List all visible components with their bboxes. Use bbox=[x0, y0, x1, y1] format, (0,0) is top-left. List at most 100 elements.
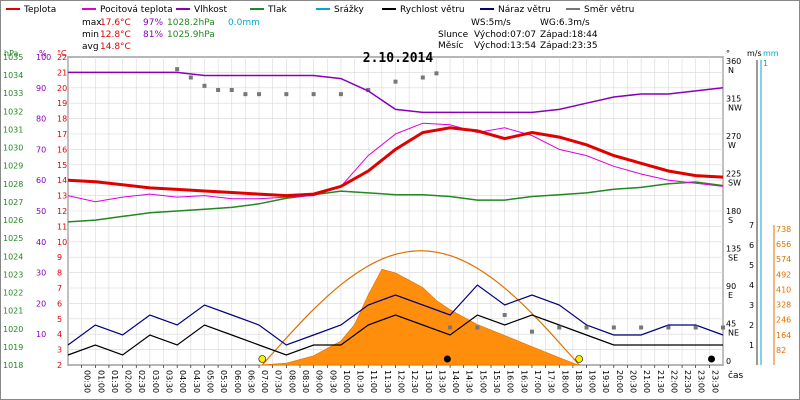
wind-direction-point bbox=[188, 75, 193, 80]
series-wind-gust bbox=[67, 284, 724, 346]
solar-tick: 328 bbox=[776, 301, 791, 310]
stats-pressure: 1028.2hPa bbox=[167, 18, 215, 28]
wind-tick: 1 bbox=[749, 341, 754, 350]
time-tick: 22:30 bbox=[683, 370, 692, 393]
time-tick: 09:30 bbox=[328, 370, 337, 393]
time-tick: 16:00 bbox=[506, 370, 515, 393]
wind-direction-point bbox=[434, 71, 439, 76]
time-tick: 08:30 bbox=[301, 370, 310, 393]
wind-direction-point bbox=[216, 88, 221, 92]
moon-label: Měsíc bbox=[438, 41, 463, 51]
time-tick: 20:30 bbox=[628, 370, 637, 393]
stats-label: max bbox=[82, 18, 102, 28]
temperature-tick: 10 bbox=[57, 238, 67, 247]
temperature-tick: 16 bbox=[57, 145, 67, 154]
pressure-tick: 1029 bbox=[3, 162, 23, 171]
time-tick: 20:00 bbox=[615, 370, 624, 393]
solar-tick: 492 bbox=[776, 270, 791, 279]
pressure-tick: 1034 bbox=[3, 71, 23, 80]
pressure-tick: 1028 bbox=[3, 180, 23, 189]
temperature-tick: 2 bbox=[57, 361, 62, 370]
sun-label: Slunce bbox=[438, 30, 469, 40]
legend-label: Pocitová teplota bbox=[100, 5, 173, 15]
temperature-tick: 3 bbox=[57, 346, 62, 355]
sunrise-marker bbox=[258, 355, 267, 363]
time-tick: 05:00 bbox=[205, 370, 214, 393]
pressure-tick: 1019 bbox=[3, 343, 23, 352]
time-tick: 02:30 bbox=[137, 370, 146, 393]
direction-label: E bbox=[728, 291, 733, 300]
time-tick: 11:30 bbox=[383, 370, 392, 393]
time-tick: 01:00 bbox=[96, 370, 105, 393]
wind-direction-point bbox=[366, 88, 371, 92]
time-tick: 23:00 bbox=[697, 370, 706, 393]
time-tick: 22:00 bbox=[669, 370, 678, 393]
stats-rain: 0.0mm bbox=[228, 18, 260, 28]
time-tick: 00:30 bbox=[83, 370, 92, 393]
pressure-tick: 1033 bbox=[3, 89, 23, 98]
time-tick: 03:00 bbox=[151, 370, 160, 393]
wind-direction-point bbox=[420, 75, 425, 80]
direction-label: W bbox=[728, 141, 736, 150]
humidity-tick: 90 bbox=[36, 84, 46, 93]
time-tick: 18:00 bbox=[560, 370, 569, 393]
stats-humidity: 81% bbox=[143, 30, 163, 40]
temperature-tick: 18 bbox=[57, 115, 67, 124]
humidity-tick: 50 bbox=[36, 207, 46, 216]
humidity-tick: 40 bbox=[36, 238, 46, 247]
legend-label: Směr větru bbox=[584, 5, 634, 15]
direction-tick: 270 bbox=[726, 132, 741, 141]
temperature-tick: 8 bbox=[57, 269, 62, 278]
series-solar-radiation bbox=[258, 268, 579, 366]
wind-direction-point bbox=[529, 329, 534, 334]
direction-label: N bbox=[728, 66, 734, 75]
pressure-tick: 1030 bbox=[3, 144, 23, 153]
time-tick: 01:30 bbox=[110, 370, 119, 393]
wind-direction-point bbox=[557, 325, 562, 330]
solar-tick: 574 bbox=[776, 255, 791, 264]
time-tick: 05:30 bbox=[219, 370, 228, 393]
direction-tick: 135 bbox=[726, 245, 741, 254]
time-tick: 13:30 bbox=[437, 370, 446, 393]
chart-title: 2.10.2014 bbox=[363, 51, 434, 66]
legend-label: Náraz větru bbox=[498, 5, 551, 15]
humidity-tick: 100 bbox=[36, 53, 51, 62]
wind-tick: 6 bbox=[749, 241, 754, 250]
stats-humidity: 97% bbox=[143, 18, 163, 28]
wind-direction-point bbox=[502, 313, 507, 317]
rain-tick: 1 bbox=[763, 59, 768, 68]
series-humidity bbox=[68, 71, 724, 114]
solar-tick: 656 bbox=[776, 240, 791, 249]
wind-gust-info: WG:6.3m/s bbox=[540, 18, 590, 28]
pressure-unit: hPa bbox=[4, 49, 19, 58]
stats-label: avg bbox=[82, 42, 99, 52]
wind-direction-point bbox=[311, 92, 316, 97]
time-tick: 06:30 bbox=[246, 370, 255, 393]
pressure-tick: 1018 bbox=[3, 361, 23, 370]
time-tick: 16:30 bbox=[519, 370, 528, 393]
legend-label: Srážky bbox=[334, 5, 365, 15]
wind-tick: 7 bbox=[749, 221, 754, 230]
wind-unit: m/s bbox=[747, 49, 762, 58]
temperature-tick: 6 bbox=[57, 299, 62, 308]
stats-pressure: 1025.9hPa bbox=[167, 30, 215, 40]
humidity-tick: 70 bbox=[36, 145, 46, 154]
stats-temp: 12.8°C bbox=[100, 30, 131, 40]
time-tick: 02:00 bbox=[124, 370, 133, 393]
wind-tick: 3 bbox=[749, 301, 754, 310]
temperature-tick: 5 bbox=[57, 315, 62, 324]
stats-temp: 14.8°C bbox=[100, 42, 131, 52]
wind-direction-point bbox=[721, 325, 725, 330]
direction-tick: 180 bbox=[726, 207, 741, 216]
wind-direction-point bbox=[584, 325, 589, 330]
time-tick: 13:00 bbox=[424, 370, 433, 393]
time-tick: 14:30 bbox=[465, 370, 474, 393]
time-tick: 08:00 bbox=[287, 370, 296, 393]
humidity-tick: 30 bbox=[36, 269, 46, 278]
wind-direction-point bbox=[393, 79, 398, 84]
temperature-tick: 13 bbox=[57, 192, 67, 201]
time-tick: 19:00 bbox=[588, 370, 597, 393]
moonset-text: Západ:23:35 bbox=[540, 41, 598, 51]
temperature-tick: 4 bbox=[57, 330, 62, 339]
temperature-tick: 9 bbox=[57, 253, 62, 262]
